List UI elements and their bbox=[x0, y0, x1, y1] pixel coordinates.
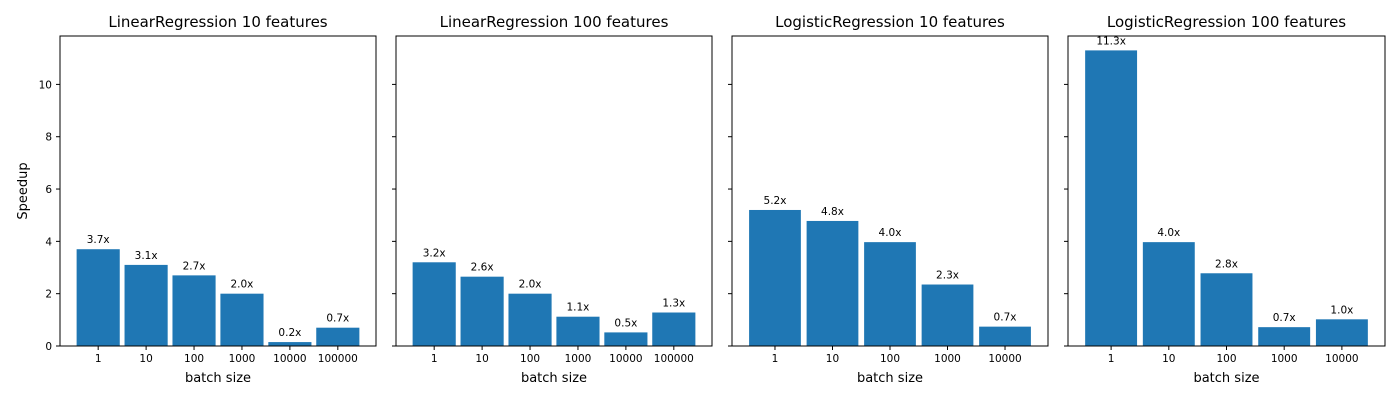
x-axis-label: batch size bbox=[185, 371, 251, 386]
x-axis-label: batch size bbox=[857, 371, 923, 386]
chart-title: LinearRegression 10 features bbox=[108, 13, 327, 31]
x-tick-label-10000: 10000 bbox=[273, 353, 306, 365]
y-tick-label-4: 4 bbox=[45, 236, 52, 248]
data-label-10: 3.1x bbox=[135, 250, 158, 262]
x-tick-label-10: 10 bbox=[475, 353, 488, 365]
x-tick-label-100: 100 bbox=[184, 353, 204, 365]
x-tick-label-100000: 100000 bbox=[318, 353, 358, 365]
x-tick-label-1: 1 bbox=[1108, 353, 1115, 365]
data-label-10000: 0.5x bbox=[614, 317, 637, 329]
axes-frame bbox=[59, 35, 377, 347]
data-label-100: 4.0x bbox=[879, 227, 902, 239]
bar-1000 bbox=[1258, 327, 1311, 346]
x-tick-label-100000: 100000 bbox=[654, 353, 694, 365]
data-label-1000: 2.0x bbox=[230, 279, 253, 291]
x-tick-label-1: 1 bbox=[95, 353, 102, 365]
data-label-100000: 0.7x bbox=[326, 313, 349, 325]
data-label-100: 2.7x bbox=[183, 260, 206, 272]
y-tick-label-8: 8 bbox=[45, 132, 52, 144]
chart-panel-3: 5.2x 1 4.8x 10 4.0x 100 2.3x 1000 0.7x 10000 Logis… bbox=[728, 13, 1049, 386]
data-label-1000: 2.3x bbox=[936, 270, 959, 282]
bar-100000 bbox=[316, 327, 360, 346]
bar-10 bbox=[124, 264, 168, 346]
data-label-1: 3.2x bbox=[423, 247, 446, 259]
x-tick-label-10000: 10000 bbox=[988, 353, 1021, 365]
x-tick-label-10: 10 bbox=[826, 353, 839, 365]
x-tick-label-1000: 1000 bbox=[565, 353, 592, 365]
data-label-100: 2.8x bbox=[1215, 258, 1238, 270]
bar-10000 bbox=[1315, 319, 1368, 346]
x-tick-label-10: 10 bbox=[139, 353, 152, 365]
bar-1 bbox=[749, 209, 801, 346]
data-label-10000: 1.0x bbox=[1330, 304, 1353, 316]
axes-frame bbox=[1067, 35, 1386, 347]
bar-10 bbox=[1142, 242, 1195, 346]
y-tick-label-0: 0 bbox=[45, 341, 52, 353]
bar-100000 bbox=[652, 312, 696, 346]
bar-1 bbox=[1085, 50, 1138, 346]
data-label-10: 4.8x bbox=[821, 206, 844, 218]
bar-100 bbox=[508, 293, 552, 346]
bar-10000 bbox=[604, 332, 648, 346]
bar-10000 bbox=[268, 342, 312, 346]
x-axis-label: batch size bbox=[521, 371, 587, 386]
data-label-1: 5.2x bbox=[764, 195, 787, 207]
x-tick-label-100: 100 bbox=[520, 353, 540, 365]
chart-panel-2: 3.2x 1 2.6x 10 2.0x 100 1.1x 1000 0.5x 10000 1.3x 1… bbox=[392, 13, 713, 386]
x-axis-label: batch size bbox=[1193, 371, 1259, 386]
bar-100 bbox=[172, 275, 216, 346]
x-tick-label-1000: 1000 bbox=[934, 353, 961, 365]
bar-10 bbox=[806, 220, 859, 346]
chart-title: LogisticRegression 100 features bbox=[1107, 13, 1346, 31]
data-label-10000: 0.2x bbox=[278, 327, 301, 339]
y-tick-label-2: 2 bbox=[45, 289, 52, 301]
data-label-1000: 0.7x bbox=[1273, 312, 1296, 324]
chart-title: LogisticRegression 10 features bbox=[775, 13, 1005, 31]
chart-panel-4: 11.3x 1 4.0x 10 2.8x 100 0.7x 1000 1.0x 10000 Logi… bbox=[1064, 13, 1386, 386]
y-axis-label: Speedup bbox=[16, 162, 31, 219]
bar-10 bbox=[460, 276, 504, 346]
bar-100 bbox=[864, 242, 916, 346]
bar-10000 bbox=[979, 326, 1031, 346]
x-tick-label-1: 1 bbox=[431, 353, 438, 365]
data-label-100: 2.0x bbox=[519, 279, 542, 291]
data-label-1: 3.7x bbox=[87, 234, 110, 246]
data-label-1000: 1.1x bbox=[566, 302, 589, 314]
data-label-1: 11.3x bbox=[1096, 35, 1126, 47]
x-tick-label-100: 100 bbox=[880, 353, 900, 365]
x-tick-label-100: 100 bbox=[1216, 353, 1236, 365]
x-tick-label-1: 1 bbox=[772, 353, 779, 365]
y-tick-label-6: 6 bbox=[45, 184, 52, 196]
bar-1000 bbox=[556, 316, 600, 346]
bar-100 bbox=[1200, 273, 1253, 346]
bar-1000 bbox=[220, 293, 264, 346]
axes-frame bbox=[395, 35, 713, 347]
axes-frame bbox=[731, 35, 1049, 347]
bar-1000 bbox=[921, 284, 974, 346]
x-tick-label-10000: 10000 bbox=[1325, 353, 1358, 365]
data-label-100000: 1.3x bbox=[662, 298, 685, 310]
chart-title: LinearRegression 100 features bbox=[440, 13, 669, 31]
x-tick-label-10000: 10000 bbox=[609, 353, 642, 365]
bar-1 bbox=[412, 262, 456, 346]
data-label-10: 4.0x bbox=[1157, 227, 1180, 239]
chart-panel-1: 3.7x13.1x102.7x1002.0x10000.2x100000.7x1… bbox=[39, 13, 377, 386]
data-label-10: 2.6x bbox=[471, 262, 494, 274]
y-tick-label-10: 10 bbox=[39, 79, 52, 91]
x-tick-label-1000: 1000 bbox=[229, 353, 256, 365]
bar-1 bbox=[76, 249, 120, 346]
x-tick-label-10: 10 bbox=[1162, 353, 1175, 365]
data-label-10000: 0.7x bbox=[994, 312, 1017, 324]
x-tick-label-1000: 1000 bbox=[1271, 353, 1298, 365]
